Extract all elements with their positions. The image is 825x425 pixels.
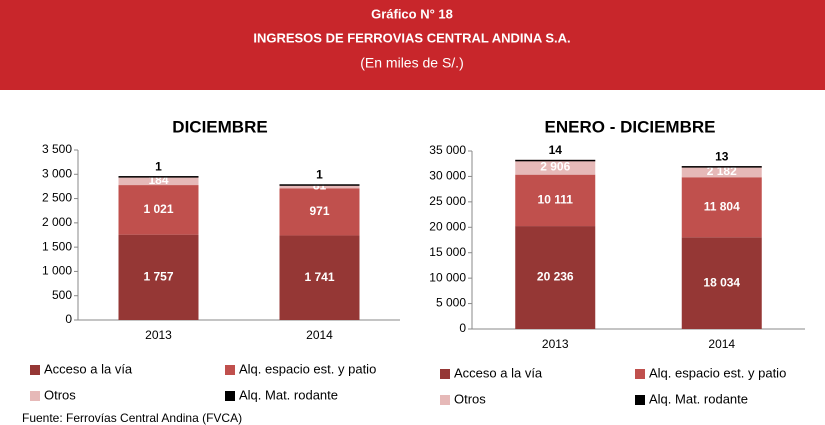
legend-swatch bbox=[635, 395, 645, 405]
header-units: (En miles de S/.) bbox=[360, 55, 463, 71]
data-label: 971 bbox=[309, 204, 329, 218]
data-label: 20 236 bbox=[537, 270, 574, 284]
bar-segment bbox=[118, 234, 199, 320]
y-tick-label: 25 000 bbox=[429, 194, 466, 208]
bar-segment bbox=[279, 235, 360, 320]
bar-segment bbox=[118, 185, 199, 235]
data-label: 11 804 bbox=[704, 199, 740, 213]
data-label: 1 021 bbox=[143, 202, 173, 216]
legend-label: Alq. espacio est. y patio bbox=[239, 361, 376, 376]
header-title: Gráfico N° 18 bbox=[371, 6, 453, 21]
data-label: 14 bbox=[549, 143, 563, 157]
legend-swatch bbox=[30, 365, 40, 375]
y-tick-label: 10 000 bbox=[429, 270, 466, 284]
data-label: 10 111 bbox=[538, 193, 574, 207]
bar-segment bbox=[118, 176, 199, 178]
source: Fuente: Ferrovías Central Andina (FVCA) bbox=[22, 411, 242, 425]
bar-segment bbox=[515, 159, 596, 175]
y-tick-label: 15 000 bbox=[429, 245, 466, 259]
y-tick-label: 3 500 bbox=[42, 142, 72, 156]
legend-label: Alq. Mat. rodante bbox=[239, 387, 338, 402]
chart-title: ENERO - DICIEMBRE bbox=[545, 117, 716, 136]
bar-segment bbox=[279, 184, 360, 186]
y-tick-label: 2 500 bbox=[42, 191, 72, 205]
header-band bbox=[0, 0, 825, 90]
data-label: 1 bbox=[155, 159, 162, 173]
y-tick-label: 2 000 bbox=[42, 215, 72, 229]
legend-swatch bbox=[440, 369, 450, 379]
bar-segment bbox=[681, 166, 762, 168]
bar-segment bbox=[118, 176, 199, 186]
y-tick-label: 1 500 bbox=[42, 239, 72, 253]
bar-segment bbox=[515, 174, 596, 227]
legend-swatch bbox=[225, 391, 235, 401]
y-tick-label: 5 000 bbox=[436, 296, 466, 310]
legend-swatch bbox=[225, 365, 235, 375]
legend-label: Acceso a la vía bbox=[44, 361, 133, 376]
data-label: 1 bbox=[316, 167, 323, 181]
data-label: 2 906 bbox=[540, 159, 570, 173]
legend-swatch bbox=[635, 369, 645, 379]
y-tick-label: 3 000 bbox=[42, 166, 72, 180]
y-tick-label: 0 bbox=[459, 321, 466, 335]
bar-segment bbox=[681, 237, 762, 329]
legend-swatch bbox=[30, 391, 40, 401]
header-subtitle: INGRESOS DE FERROVIAS CENTRAL ANDINA S.A… bbox=[253, 30, 570, 45]
bar-segment bbox=[515, 226, 596, 329]
bar-segment bbox=[681, 177, 762, 238]
legend-label: Alq. espacio est. y patio bbox=[649, 365, 786, 380]
y-tick-label: 0 bbox=[65, 312, 72, 326]
y-tick-label: 500 bbox=[52, 288, 72, 302]
x-tick-label: 2013 bbox=[145, 328, 172, 342]
y-tick-label: 20 000 bbox=[429, 219, 466, 233]
data-label: 2 182 bbox=[707, 164, 737, 178]
legend-label: Otros bbox=[454, 391, 486, 406]
data-label: 1 741 bbox=[304, 270, 334, 284]
y-tick-label: 1 000 bbox=[42, 264, 72, 278]
y-tick-label: 35 000 bbox=[429, 143, 466, 157]
y-tick-label: 30 000 bbox=[429, 169, 466, 183]
data-label: 18 034 bbox=[703, 275, 740, 289]
legend-label: Alq. Mat. rodante bbox=[649, 391, 748, 406]
legend-swatch bbox=[440, 395, 450, 405]
bar-segment bbox=[515, 159, 596, 162]
chart-title: DICIEMBRE bbox=[172, 117, 267, 136]
legend-label: Acceso a la vía bbox=[454, 365, 543, 380]
bar-segment bbox=[279, 188, 360, 236]
data-label: 13 bbox=[715, 149, 729, 163]
data-label: 184 bbox=[148, 173, 168, 187]
x-tick-label: 2013 bbox=[542, 337, 569, 351]
bar-segment bbox=[279, 184, 360, 189]
x-tick-label: 2014 bbox=[708, 337, 735, 351]
bar-segment bbox=[681, 166, 762, 178]
legend-label: Otros bbox=[44, 387, 76, 402]
data-label: 1 757 bbox=[143, 270, 173, 284]
x-tick-label: 2014 bbox=[306, 328, 333, 342]
